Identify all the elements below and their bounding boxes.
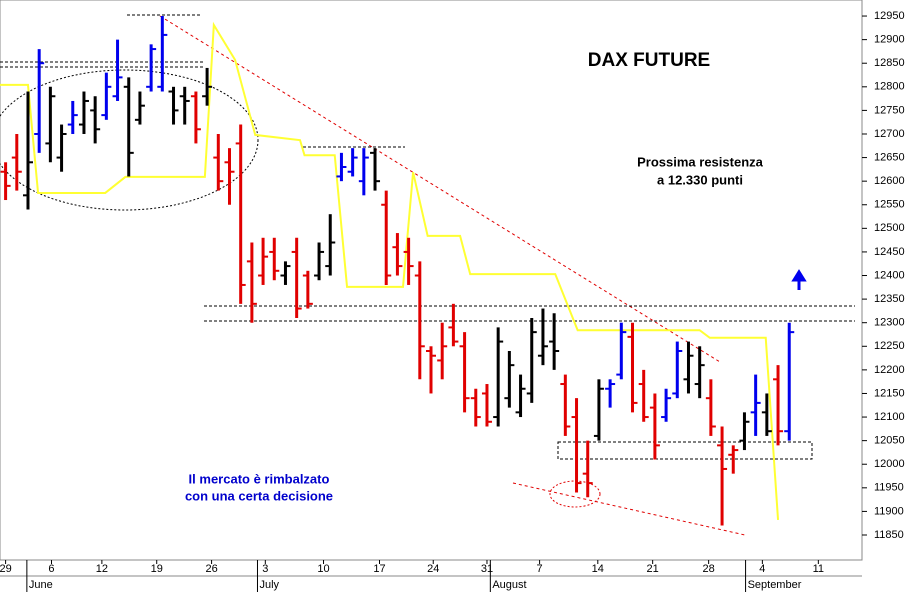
- y-tick-label: 12200: [874, 364, 905, 376]
- y-tick-label: 12750: [874, 104, 905, 116]
- chart-title: DAX FUTURE: [588, 50, 710, 71]
- y-tick-label: 12250: [874, 340, 905, 352]
- x-tick-label: 24: [427, 563, 439, 575]
- x-tick-label: 6: [48, 563, 54, 575]
- y-tick-label: 12050: [874, 435, 905, 447]
- y-tick-label: 11850: [874, 529, 904, 541]
- y-tick-label: 12350: [874, 293, 905, 305]
- y-tick-label: 12150: [874, 387, 905, 399]
- y-tick-label: 12450: [874, 246, 905, 258]
- y-tick-label: 11950: [874, 482, 904, 494]
- x-tick-label: 19: [151, 563, 163, 575]
- y-tick-label: 12850: [874, 57, 905, 69]
- month-label: June: [29, 579, 53, 591]
- annotation: a 12.330 punti: [657, 172, 743, 187]
- annotation: Il mercato è rimbalzato: [189, 471, 330, 486]
- stop-line: [0, 21, 780, 520]
- x-tick-label: 31: [481, 563, 493, 575]
- month-label: September: [748, 579, 802, 591]
- x-tick-label: 7: [537, 563, 543, 575]
- x-tick-label: 21: [647, 563, 659, 575]
- ellipse: [549, 480, 601, 508]
- x-tick-label: 14: [592, 563, 604, 575]
- y-tick-label: 12400: [874, 269, 905, 281]
- dashed-box: [557, 441, 813, 460]
- y-tick-label: 12800: [874, 81, 905, 93]
- trend-line: [159, 15, 721, 363]
- y-tick-label: 12900: [874, 34, 905, 46]
- plot-area: [0, 0, 863, 561]
- trend-line: [512, 482, 746, 536]
- x-tick-label: 26: [205, 563, 217, 575]
- x-tick-label: 28: [703, 563, 715, 575]
- x-tick-label: 11: [813, 563, 824, 575]
- annotation: con una certa decisione: [185, 488, 333, 503]
- annotation: Prossima resistenza: [637, 154, 764, 169]
- y-tick-label: 12950: [874, 10, 905, 22]
- y-tick-label: 12650: [874, 151, 905, 163]
- x-tick-label: 17: [373, 563, 385, 575]
- x-tick-label: 29: [0, 563, 12, 575]
- y-tick-label: 12550: [874, 199, 905, 211]
- month-label: August: [492, 579, 526, 591]
- x-tick-label: 10: [317, 563, 329, 575]
- x-tick-label: 4: [759, 563, 765, 575]
- x-tick-label: 3: [262, 563, 268, 575]
- month-label: July: [259, 579, 279, 591]
- y-tick-label: 11900: [874, 505, 904, 517]
- y-tick-label: 12500: [874, 222, 905, 234]
- up-arrow: [791, 269, 807, 290]
- y-tick-label: 12100: [874, 411, 905, 423]
- x-tick-label: 12: [96, 563, 108, 575]
- y-tick-label: 12700: [874, 128, 905, 140]
- ellipse: [0, 69, 259, 211]
- y-tick-label: 12300: [874, 317, 905, 329]
- decorations: [0, 14, 855, 536]
- y-tick-label: 12000: [874, 458, 905, 470]
- y-tick-label: 12600: [874, 175, 905, 187]
